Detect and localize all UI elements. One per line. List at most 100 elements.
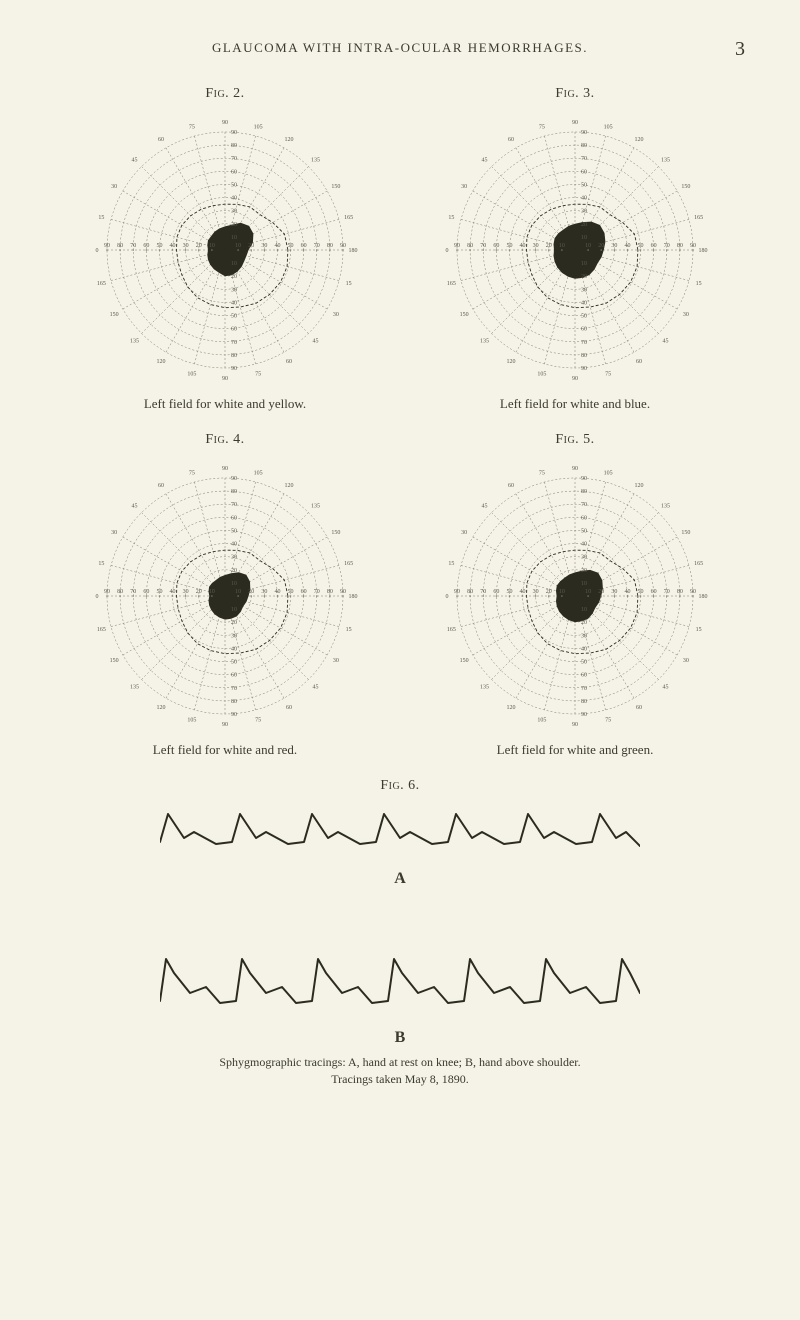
svg-text:105: 105 <box>254 124 263 130</box>
svg-text:90: 90 <box>454 589 460 595</box>
svg-text:10: 10 <box>581 261 587 267</box>
svg-text:30: 30 <box>581 287 587 293</box>
svg-text:80: 80 <box>581 143 587 149</box>
svg-text:90: 90 <box>581 712 587 718</box>
svg-text:70: 70 <box>581 502 587 508</box>
svg-text:45: 45 <box>131 157 137 163</box>
svg-text:10: 10 <box>235 243 241 249</box>
svg-text:30: 30 <box>611 243 617 249</box>
svg-text:30: 30 <box>533 589 539 595</box>
svg-text:135: 135 <box>311 503 320 509</box>
svg-text:150: 150 <box>110 658 119 664</box>
svg-text:10: 10 <box>209 589 215 595</box>
svg-text:60: 60 <box>158 483 164 489</box>
svg-text:70: 70 <box>480 243 486 249</box>
svg-text:165: 165 <box>447 281 456 287</box>
svg-text:45: 45 <box>481 157 487 163</box>
svg-text:60: 60 <box>581 515 587 521</box>
svg-text:165: 165 <box>97 281 106 287</box>
svg-text:80: 80 <box>467 243 473 249</box>
svg-text:0: 0 <box>96 594 99 600</box>
svg-text:15: 15 <box>98 215 104 221</box>
svg-text:80: 80 <box>581 489 587 495</box>
svg-text:80: 80 <box>231 143 237 149</box>
fig3-caption: Left field for white and blue. <box>400 396 750 412</box>
svg-text:75: 75 <box>255 372 261 378</box>
svg-text:45: 45 <box>663 339 669 345</box>
svg-text:70: 70 <box>130 243 136 249</box>
svg-text:40: 40 <box>624 243 630 249</box>
svg-text:30: 30 <box>683 312 689 318</box>
svg-text:180: 180 <box>349 594 358 600</box>
svg-text:20: 20 <box>598 243 604 249</box>
svg-text:90: 90 <box>572 376 578 382</box>
svg-text:50: 50 <box>581 660 587 666</box>
fig6-tracing-b <box>160 951 640 1021</box>
svg-text:15: 15 <box>346 281 352 287</box>
svg-text:70: 70 <box>581 340 587 346</box>
svg-text:70: 70 <box>231 686 237 692</box>
svg-text:90: 90 <box>231 476 237 482</box>
svg-text:10: 10 <box>581 235 587 241</box>
svg-text:75: 75 <box>605 718 611 724</box>
svg-text:60: 60 <box>301 243 307 249</box>
svg-text:30: 30 <box>231 633 237 639</box>
svg-text:80: 80 <box>467 589 473 595</box>
svg-text:10: 10 <box>581 607 587 613</box>
svg-text:60: 60 <box>231 169 237 175</box>
svg-text:70: 70 <box>664 589 670 595</box>
svg-text:150: 150 <box>110 312 119 318</box>
svg-text:70: 70 <box>231 156 237 162</box>
svg-text:165: 165 <box>344 215 353 221</box>
fig5-chart: 1010202030304040505060607070808090901010… <box>435 456 715 736</box>
svg-text:90: 90 <box>222 120 228 126</box>
svg-text:50: 50 <box>231 182 237 188</box>
svg-text:90: 90 <box>454 243 460 249</box>
svg-text:150: 150 <box>331 530 340 536</box>
svg-text:120: 120 <box>285 137 294 143</box>
svg-text:50: 50 <box>288 589 294 595</box>
svg-text:50: 50 <box>231 314 237 320</box>
svg-text:50: 50 <box>231 660 237 666</box>
svg-text:90: 90 <box>340 589 346 595</box>
svg-text:30: 30 <box>183 589 189 595</box>
svg-text:75: 75 <box>539 470 545 476</box>
svg-text:180: 180 <box>349 248 358 254</box>
svg-text:60: 60 <box>493 589 499 595</box>
svg-text:165: 165 <box>694 561 703 567</box>
svg-text:70: 70 <box>581 156 587 162</box>
svg-text:165: 165 <box>694 215 703 221</box>
svg-text:90: 90 <box>690 589 696 595</box>
svg-text:150: 150 <box>460 658 469 664</box>
svg-text:135: 135 <box>480 685 489 691</box>
svg-text:60: 60 <box>286 359 292 365</box>
svg-text:60: 60 <box>651 589 657 595</box>
svg-text:105: 105 <box>537 718 546 724</box>
svg-text:45: 45 <box>131 503 137 509</box>
page-number: 3 <box>735 38 745 61</box>
svg-text:60: 60 <box>286 705 292 711</box>
svg-text:150: 150 <box>331 184 340 190</box>
svg-text:70: 70 <box>231 502 237 508</box>
svg-text:30: 30 <box>261 243 267 249</box>
svg-text:90: 90 <box>222 722 228 728</box>
svg-text:30: 30 <box>533 243 539 249</box>
svg-text:60: 60 <box>231 327 237 333</box>
svg-text:90: 90 <box>572 466 578 472</box>
svg-text:50: 50 <box>288 243 294 249</box>
svg-text:15: 15 <box>448 561 454 567</box>
fig2-caption: Left field for white and yellow. <box>50 396 400 412</box>
svg-text:135: 135 <box>311 157 320 163</box>
svg-text:10: 10 <box>559 589 565 595</box>
svg-text:15: 15 <box>98 561 104 567</box>
svg-text:20: 20 <box>546 589 552 595</box>
svg-text:135: 135 <box>130 685 139 691</box>
fig3-label: Fig. 3. <box>400 86 750 102</box>
svg-text:75: 75 <box>189 470 195 476</box>
svg-text:20: 20 <box>196 589 202 595</box>
svg-text:70: 70 <box>314 589 320 595</box>
figure-4: Fig. 4. 10102020303040405050606070708080… <box>50 432 400 758</box>
svg-text:10: 10 <box>231 581 237 587</box>
figure-row-1: Fig. 2. 10102020303040405050606070708080… <box>50 86 750 412</box>
svg-text:60: 60 <box>581 673 587 679</box>
